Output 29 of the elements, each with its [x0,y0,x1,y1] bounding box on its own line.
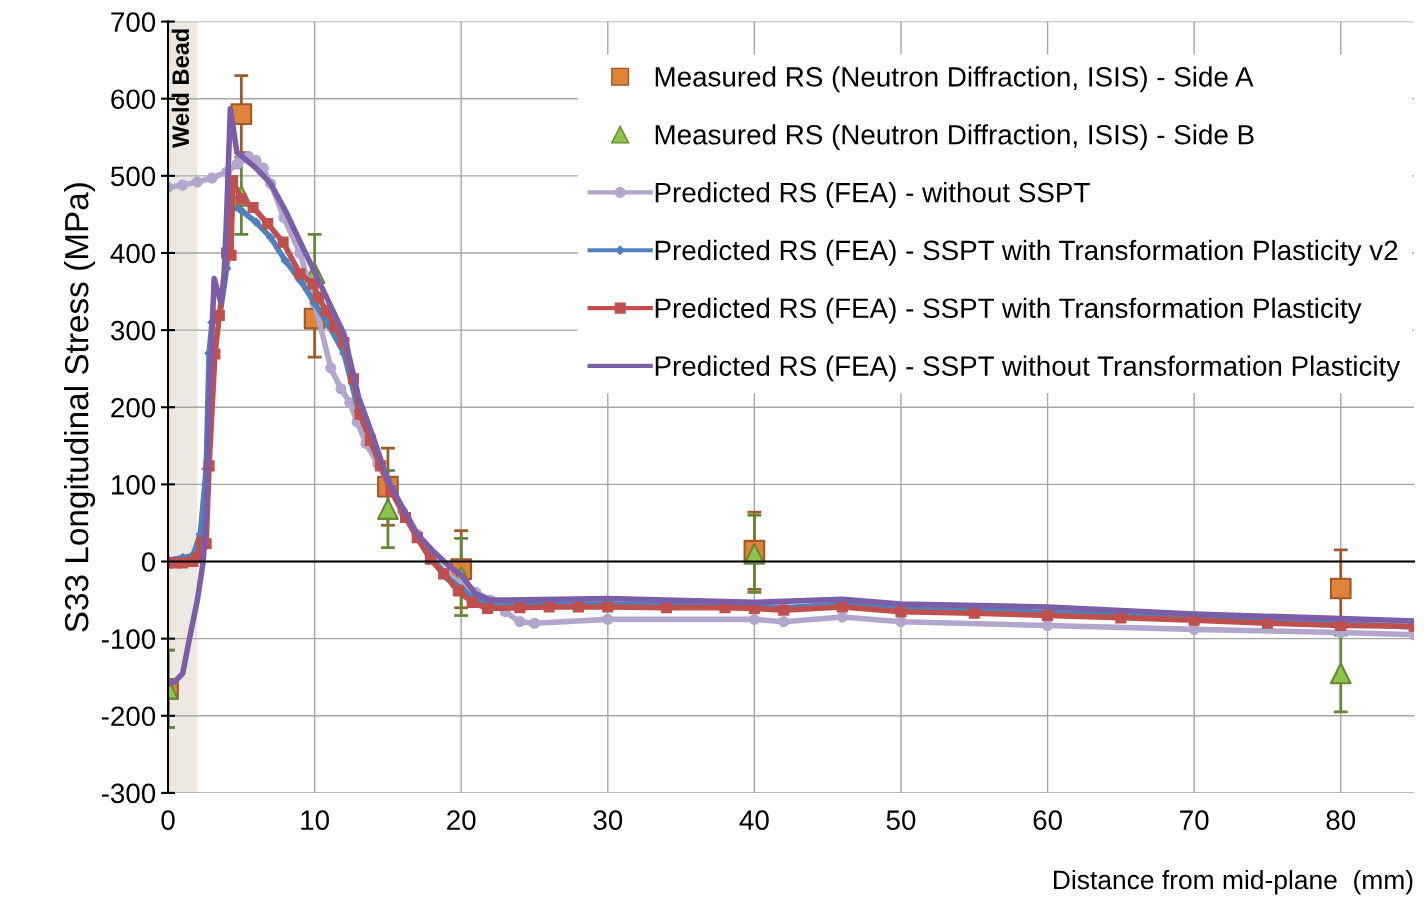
y-tick-label: 700 [111,12,156,32]
x-tick-label: 30 [593,810,623,830]
x-tick-label: 20 [447,810,476,830]
legend-label: Predicted RS (FEA) - SSPT with Transformation Plasticity [655,297,1362,324]
legend-label: Measured RS (Neutron Diffraction, ISIS) - Side B [655,124,1254,151]
y-tick-label: -200 [101,706,156,727]
x-tick-label: 0 [161,810,175,830]
y-tick-label: 300 [110,320,156,341]
y-axis-title: S33 Longitudinal Stress (MPa) [64,183,96,632]
y-tick-label: -300 [101,783,156,804]
y-tick-label: 600 [111,89,156,110]
legend-label: Predicted RS (FEA) - SSPT without Transformation Plasticity [655,355,1401,382]
y-tick-label: 200 [111,397,156,418]
y-tick-label: 500 [111,166,156,187]
y-tick-label: 100 [112,475,156,495]
y-tick-label: -100 [101,629,156,649]
x-tick-label: 70 [1180,810,1209,830]
y-tick-label: 400 [110,243,156,264]
x-tick-label: 60 [1033,810,1062,830]
legend-label: Predicted RS (FEA) - without SSPT [655,182,1090,208]
legend-label: Predicted RS (FEA) - SSPT with Transformation Plasticity v2 [655,239,1398,266]
x-tick-label: 10 [301,810,329,830]
y-tick-label: 0 [141,552,156,572]
x-tick-label: 80 [1326,810,1356,830]
x-axis-title: Distance from mid-plane (mm) [1054,869,1413,895]
legend-label: Measured RS (Neutron Diffraction, ISIS) - Side A [655,66,1254,93]
band-label: Weld Bead [171,29,190,148]
x-tick-label: 50 [886,810,916,830]
x-tick-label: 40 [739,810,769,830]
